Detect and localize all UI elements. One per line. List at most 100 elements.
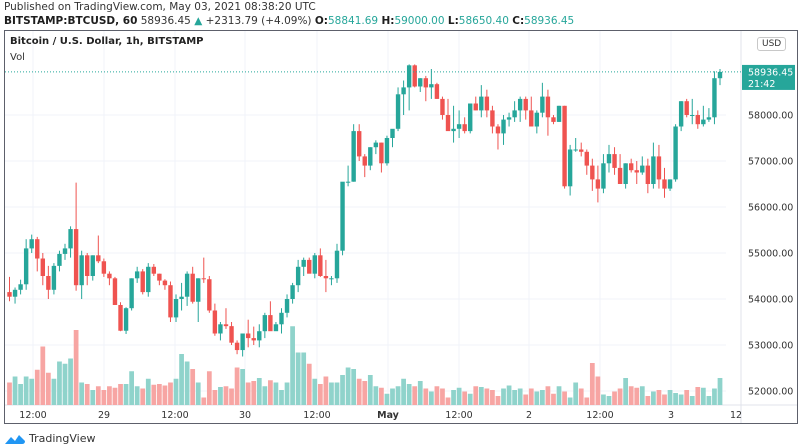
volume-bar [695, 387, 701, 405]
close-label: C: [512, 15, 525, 27]
volume-bar [651, 391, 656, 405]
volume-bar [123, 384, 129, 405]
volume-bar [473, 386, 479, 405]
last-price-tag [742, 64, 795, 90]
candle-body [701, 119, 706, 125]
candle-body [617, 167, 623, 184]
candle-body [640, 165, 645, 173]
candle-body [101, 261, 107, 274]
volume-bar [617, 388, 623, 405]
candle-body [229, 326, 234, 343]
volume-bar [567, 397, 573, 405]
volume-bar [7, 382, 12, 405]
candle-body [412, 65, 417, 87]
candle-body [645, 165, 651, 184]
candle-body [623, 163, 628, 184]
candle-body [323, 276, 329, 279]
volume-bar [645, 396, 651, 405]
candle-body [462, 124, 467, 132]
volume-bar [451, 390, 456, 405]
volume-bar [478, 387, 484, 405]
chart-frame[interactable] [4, 30, 798, 424]
candle-body [662, 179, 667, 189]
candle-body [684, 101, 689, 115]
volume-bar [517, 388, 523, 405]
volume-bar [351, 369, 357, 405]
last-price-tag-price: 58936.45 [748, 67, 793, 78]
volume-bar [390, 388, 395, 405]
close-value: 58936.45 [524, 15, 575, 27]
volume-bar [34, 369, 40, 405]
volume-bar [362, 381, 368, 405]
volume-bar [551, 393, 556, 405]
volume-bar [195, 382, 201, 405]
open-value: 58841.69 [327, 15, 379, 27]
volume-bar [506, 385, 512, 405]
volume-bar [512, 390, 517, 405]
time-axis-label: 2 [526, 410, 532, 421]
candle-body [329, 278, 334, 280]
volume-bar [573, 382, 579, 405]
volume-bar [29, 378, 35, 405]
candle-body [179, 296, 184, 299]
candle-body [395, 94, 401, 129]
time-axis-label: 12:00 [19, 410, 46, 421]
price-change: +2313.79 (+4.09%) [205, 15, 312, 27]
volume-bar [84, 384, 90, 405]
volume-bar [623, 378, 629, 405]
candle-body [257, 331, 262, 341]
tradingview-footer[interactable]: TradingView [4, 432, 95, 445]
volume-bar [373, 386, 379, 405]
volume-bar [51, 378, 57, 405]
volume-bar [428, 391, 434, 405]
candle-body [456, 124, 462, 129]
price-axis-label: 58000.00 [748, 111, 793, 122]
volume-bar [290, 326, 295, 405]
candle-body [595, 179, 601, 189]
candle-body [7, 292, 12, 297]
candle-body [656, 156, 662, 180]
time-axis-label: 29 [98, 410, 110, 421]
candle-body [151, 266, 157, 274]
currency-button[interactable]: USD [757, 37, 787, 51]
candle-body [51, 265, 57, 290]
candle-body [606, 154, 612, 164]
candle-body [301, 259, 306, 267]
candle-body [401, 87, 406, 95]
candle-body [706, 117, 712, 120]
volume-bar [218, 387, 223, 405]
volume-bar [562, 391, 567, 405]
candle-body [223, 324, 229, 327]
candle-body [379, 142, 384, 164]
price-axis-label: 56000.00 [748, 203, 793, 214]
volume-bar [379, 387, 384, 405]
volume-bar [306, 363, 312, 405]
volume-bar [440, 388, 445, 405]
candle-body [418, 78, 423, 87]
candle-body [351, 131, 356, 182]
volume-bar [57, 361, 62, 405]
candle-body [107, 273, 112, 279]
volume-bar [345, 367, 351, 405]
volume-bar [589, 363, 595, 405]
candle-body [584, 151, 589, 166]
candle-body [112, 278, 118, 305]
candle-body [440, 98, 445, 115]
volume-bar [700, 387, 706, 405]
volume-bar [295, 352, 301, 405]
candle-body [157, 273, 162, 281]
candle-body [73, 229, 79, 286]
candle-body [334, 250, 340, 279]
open-label: O: [314, 15, 328, 27]
published-line: Published on TradingView.com, May 03, 20… [4, 1, 316, 13]
volume-bar [45, 372, 51, 405]
candle-body [434, 84, 440, 99]
volume-bar [40, 346, 46, 405]
volume-bar [201, 397, 207, 405]
candle-body [523, 98, 528, 111]
volume-bar [678, 394, 684, 405]
volume-bar [662, 394, 667, 405]
volume-bar [684, 390, 690, 405]
volume-bar [134, 386, 140, 405]
